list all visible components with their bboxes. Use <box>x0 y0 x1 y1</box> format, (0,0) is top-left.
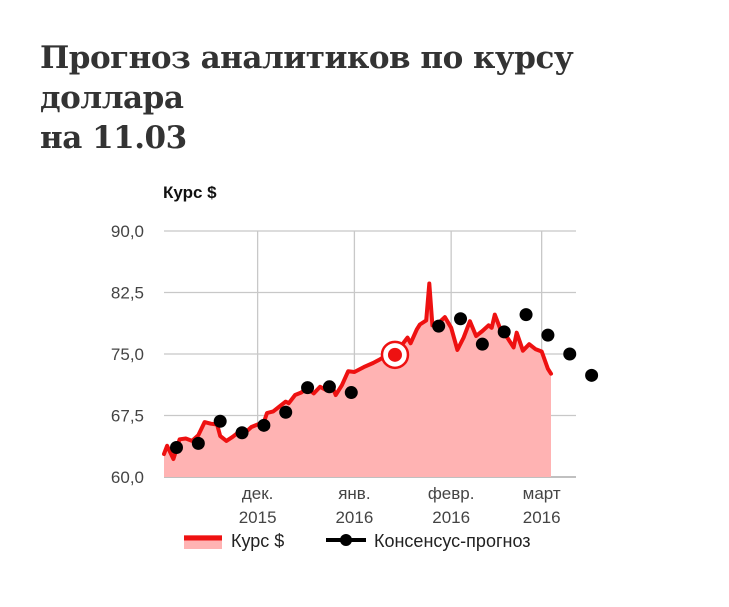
chart-title-line-1: Прогноз аналитиков по курсу доллара <box>40 40 574 116</box>
forecast-point <box>322 380 336 394</box>
forecast-point <box>301 381 315 395</box>
forecast-point <box>344 386 358 400</box>
y-tick-label: 60,0 <box>111 468 144 487</box>
chart-title-line-2: на 11.03 <box>40 120 187 156</box>
line-layer <box>162 281 553 461</box>
forecast-point <box>191 436 205 450</box>
y-tick-label: 75,0 <box>111 345 144 364</box>
legend-forecast-marker <box>340 534 352 546</box>
y-tick-label: 67,5 <box>111 407 144 426</box>
forecast-point <box>169 440 183 454</box>
y-tick-label: 82,5 <box>111 284 144 303</box>
forecast-point <box>497 325 511 339</box>
forecast-point <box>257 418 271 432</box>
y-axis-label: Курс $ <box>163 183 217 202</box>
forecast-point <box>432 319 446 333</box>
legend: Курс $ Консенсус-прогноз <box>184 531 531 551</box>
y-ticks: 90,0 82,5 75,0 67,5 60,0 <box>111 222 144 487</box>
forecast-point <box>585 368 599 382</box>
markers-layer <box>169 308 599 454</box>
y-tick-label: 90,0 <box>111 222 144 241</box>
chart-title: Прогноз аналитиков по курсу доллара на 1… <box>40 38 710 158</box>
x-tick-label-year: 2016 <box>432 508 470 527</box>
forecast-point <box>541 328 555 342</box>
forecast-point <box>475 337 489 351</box>
forecast-point <box>563 347 577 361</box>
x-tick-label-year: 2016 <box>335 508 373 527</box>
forecast-point-highlighted <box>387 347 402 362</box>
area-layer <box>164 283 551 477</box>
x-tick-label-year: 2015 <box>239 508 277 527</box>
forecast-point <box>213 414 227 428</box>
series-rate-area <box>164 283 551 477</box>
legend-rate-label: Курс $ <box>231 531 284 551</box>
forecast-point <box>279 405 293 419</box>
legend-forecast-label: Консенсус-прогноз <box>374 531 531 551</box>
forecast-point <box>235 426 249 440</box>
x-tick-label-month: февр. <box>428 484 475 503</box>
x-tick-label-month: янв. <box>338 484 370 503</box>
x-ticks: дек. 2015 янв. 2016 февр. 2016 март 2016 <box>239 484 561 527</box>
x-tick-label-year: 2016 <box>523 508 561 527</box>
series-rate-line <box>162 281 553 461</box>
x-tick-label-month: дек. <box>242 484 274 503</box>
x-tick-label-month: март <box>523 484 561 503</box>
forecast-point <box>454 312 468 326</box>
forecast-point <box>519 308 533 322</box>
